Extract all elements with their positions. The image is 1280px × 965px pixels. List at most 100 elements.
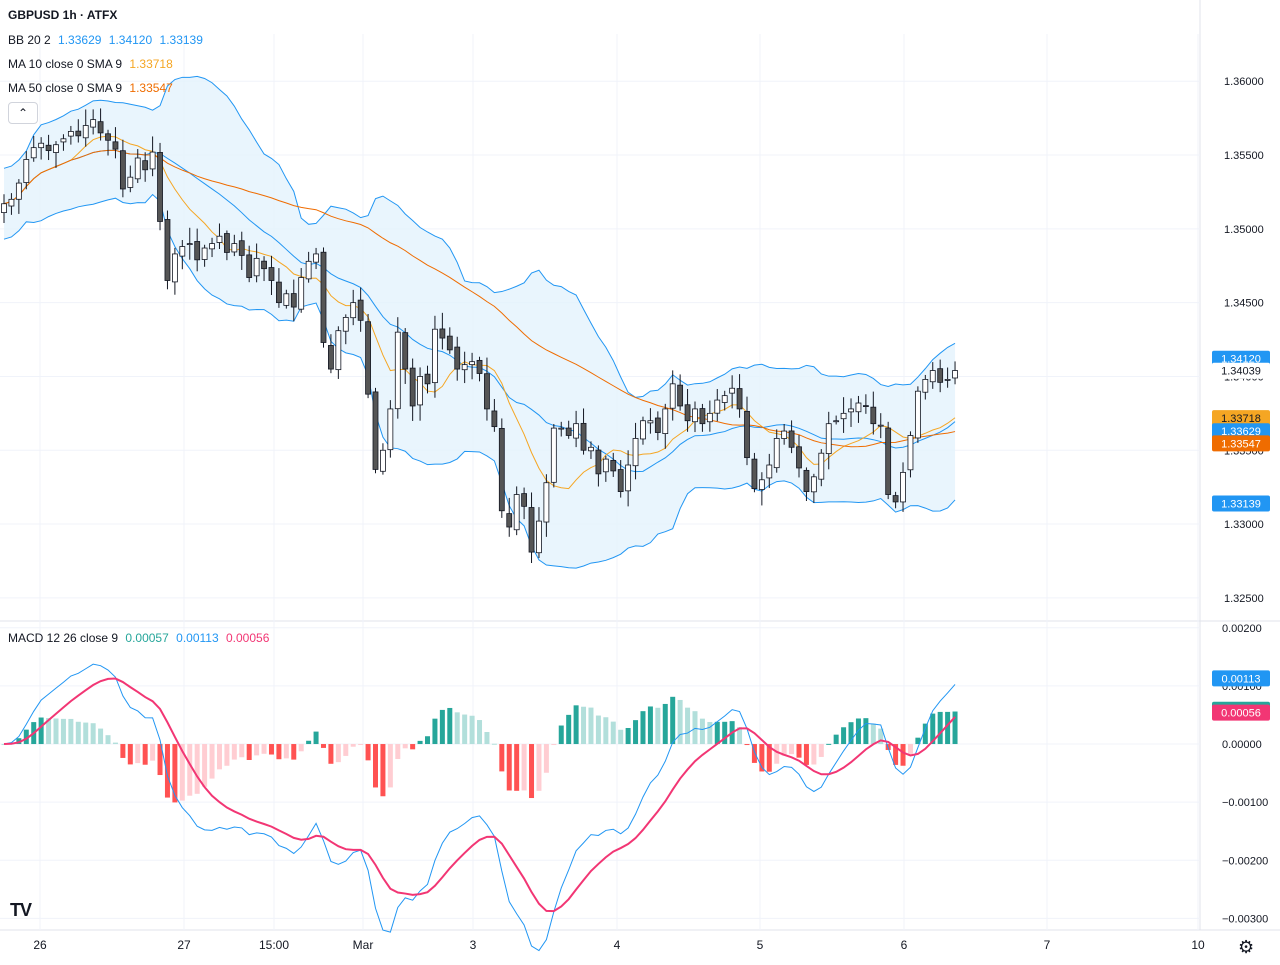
- candle-body: [751, 458, 758, 490]
- macd-histogram-bar: [150, 744, 156, 761]
- macd-histogram-bar: [68, 718, 74, 745]
- macd-histogram-bar: [633, 720, 639, 745]
- macd-histogram-bar: [16, 738, 22, 745]
- macd-histogram-bar: [811, 744, 817, 765]
- candle-body: [127, 176, 134, 188]
- macd-histogram-bar: [907, 744, 913, 756]
- macd-histogram-bar: [833, 734, 839, 745]
- candle-body: [654, 417, 661, 433]
- macd-histogram-bar: [135, 744, 141, 764]
- candle-body: [350, 302, 357, 319]
- time-tick-label: 3: [470, 938, 477, 952]
- macd-line-value: 0.00113: [176, 631, 219, 645]
- macd-histogram-bar: [90, 723, 96, 745]
- macd-histogram-bar: [699, 718, 705, 745]
- macd-histogram-bar: [766, 744, 772, 772]
- candle-body: [617, 469, 624, 492]
- candle-body: [788, 430, 795, 448]
- macd-histogram-bar: [640, 711, 646, 745]
- gear-icon[interactable]: ⚙: [1238, 937, 1255, 957]
- candle-body: [558, 427, 565, 430]
- macd-histogram-bar: [23, 729, 29, 745]
- ma50-legend[interactable]: MA 50 close 0 SMA 9 1.33547: [8, 80, 177, 96]
- candle-body: [684, 404, 691, 422]
- candle-body: [164, 219, 171, 281]
- candle-body: [825, 423, 832, 455]
- candle-body: [647, 420, 654, 424]
- candle-body: [565, 427, 572, 436]
- macd-histogram-bar: [1, 744, 7, 746]
- macd-histogram-bar: [439, 709, 445, 745]
- candle-body: [528, 507, 535, 553]
- macd-badge-0-bg: [1212, 670, 1270, 687]
- macd-histogram-bar: [521, 744, 527, 791]
- macd-histogram-bar: [870, 723, 876, 745]
- macd-histogram-bar: [172, 744, 178, 803]
- macd-histogram-bar: [558, 725, 564, 745]
- price-tick-label: 1.36000: [1224, 76, 1264, 88]
- macd-histogram-bar: [231, 744, 237, 760]
- macd-histogram-bar: [365, 744, 371, 761]
- macd-histogram-bar: [900, 744, 906, 766]
- macd-histogram-bar: [618, 729, 624, 745]
- candle-body: [855, 402, 862, 413]
- time-tick-label: 10: [1191, 938, 1205, 952]
- candle-body: [380, 449, 386, 472]
- macd-histogram-bar: [268, 744, 274, 755]
- candle-body: [840, 412, 847, 420]
- macd-histogram-bar: [320, 744, 326, 748]
- ma10-legend[interactable]: MA 10 close 0 SMA 9 1.33718: [8, 56, 177, 72]
- bb-upper-line: [3, 75, 956, 398]
- macd-histogram-bar: [187, 744, 193, 796]
- macd-histogram-bar: [610, 721, 616, 745]
- macd-histogram-bar: [937, 711, 943, 745]
- price-badge-1-text: 1.34039: [1221, 366, 1261, 378]
- price-badge-1: 1.34039: [1212, 362, 1270, 379]
- candle-body: [573, 423, 580, 439]
- macd-histogram-bar: [112, 742, 118, 745]
- collapse-legend-button[interactable]: ⌃: [8, 102, 38, 124]
- candle-body: [729, 387, 736, 394]
- candle-body: [409, 367, 416, 407]
- macd-histogram-bar: [83, 722, 89, 745]
- ma50-value: 1.33547: [129, 81, 173, 95]
- chevron-up-icon: ⌃: [17, 106, 29, 120]
- macd-histogram-bar: [335, 744, 341, 763]
- price-tick-label: 1.32500: [1224, 593, 1264, 605]
- macd-histogram-bar: [179, 744, 185, 801]
- price-badge-5: 1.33139: [1212, 495, 1270, 512]
- macd-label: MACD 12 26 close 9: [8, 631, 119, 645]
- tradingview-logo[interactable]: TV: [10, 900, 32, 921]
- macd-histogram-bar: [395, 744, 401, 760]
- macd-histogram-bar: [261, 744, 267, 754]
- macd-histogram-bar: [202, 744, 208, 787]
- candle-body: [907, 435, 914, 471]
- candle-body: [922, 379, 929, 393]
- price-badge-2-text: 1.33718: [1221, 413, 1261, 425]
- candle-body: [201, 247, 208, 260]
- macd-histogram-bar: [343, 744, 349, 756]
- candle-body: [179, 246, 186, 257]
- candle-body: [699, 408, 706, 425]
- candle-body: [469, 361, 475, 366]
- macd-histogram-bar: [789, 744, 795, 755]
- macd-tick-label: 0.00200: [1222, 623, 1262, 635]
- macd-histogram-bar: [573, 705, 579, 745]
- candle-body: [803, 469, 810, 492]
- macd-histogram-bar: [588, 707, 594, 745]
- macd-histogram-bar: [142, 744, 148, 765]
- macd-histogram-bar: [209, 744, 215, 779]
- macd-signal-value: 0.00056: [225, 631, 270, 645]
- candle-body: [952, 370, 958, 379]
- macd-legend[interactable]: MACD 12 26 close 9 0.00057 0.00113 0.000…: [8, 630, 273, 646]
- bb-legend[interactable]: BB 20 2 1.33629 1.34120 1.33139: [8, 32, 207, 48]
- candle-body: [706, 412, 713, 423]
- candle-body: [677, 384, 684, 407]
- macd-histogram-bar: [685, 707, 691, 745]
- candle-body: [149, 151, 156, 170]
- candle-body: [498, 428, 505, 512]
- price-badge-1-bg: [1212, 362, 1270, 379]
- macd-badge-2: 0.00056: [1212, 704, 1270, 721]
